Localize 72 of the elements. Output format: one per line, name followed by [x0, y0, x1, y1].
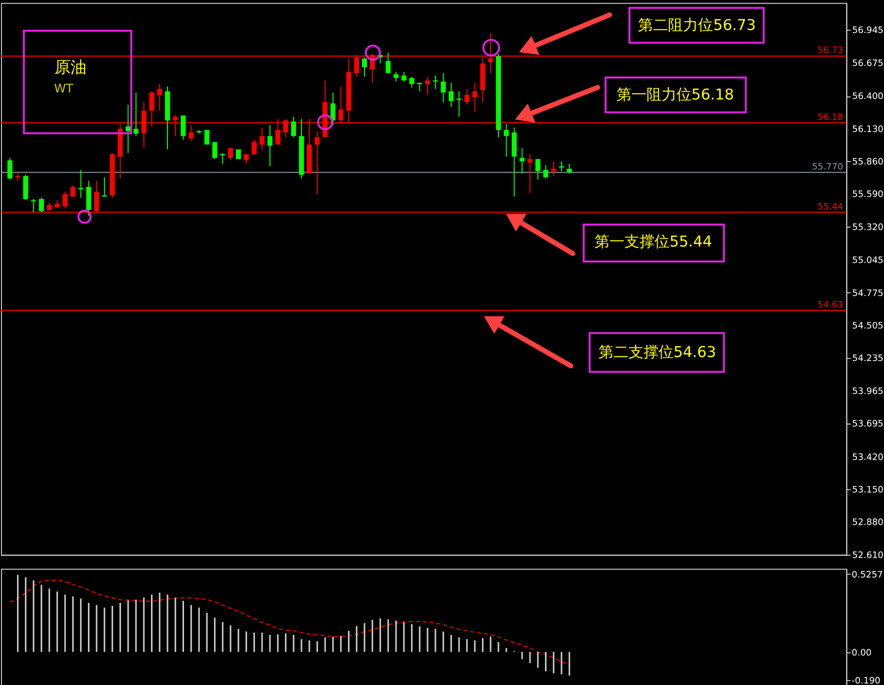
- candlestick: [134, 92, 138, 137]
- candlestick: [244, 154, 249, 164]
- candlestick: [440, 72, 446, 103]
- candlestick: [7, 157, 12, 180]
- candlestick: [38, 197, 44, 213]
- y-tick-label: 55.860: [852, 157, 884, 168]
- candlestick: [401, 71, 406, 82]
- candlestick: [260, 127, 265, 150]
- y-tick-label: 55.590: [852, 190, 884, 200]
- ref-line-label: 55.770: [812, 162, 844, 172]
- y-tick-label: 56.400: [852, 92, 884, 102]
- candlestick: [394, 71, 399, 82]
- ref-line-label: 55.44: [818, 202, 844, 212]
- candlestick: [409, 76, 414, 88]
- candlestick: [314, 130, 320, 195]
- y-tick-label: 53.150: [852, 485, 884, 496]
- candlestick: [204, 130, 210, 146]
- ref-line-label: 54.63: [818, 300, 844, 310]
- candlestick: [220, 152, 226, 164]
- annotation: 第二支撑位54.63: [598, 342, 716, 361]
- y-tick-label: 56.945: [852, 26, 884, 36]
- candlestick: [386, 52, 391, 74]
- candlestick: [180, 114, 186, 140]
- y-tick-label: -0.190: [852, 676, 881, 685]
- candlestick: [31, 198, 36, 213]
- candlestick: [291, 116, 296, 138]
- candlestick: [23, 174, 28, 201]
- candlestick: [86, 180, 92, 216]
- y-tick-label: 52.610: [852, 550, 884, 561]
- candlestick: [330, 92, 336, 126]
- candlestick: [78, 169, 84, 198]
- y-tick-label: 54.235: [852, 354, 884, 364]
- candlestick: [504, 123, 509, 158]
- candlestick: [267, 124, 272, 167]
- candlestick: [425, 76, 430, 96]
- y-tick-label: 0.5257: [852, 570, 883, 580]
- candlestick: [212, 142, 218, 160]
- y-tick-label: 54.505: [852, 321, 884, 332]
- candlestick: [464, 88, 470, 106]
- candlestick: [188, 124, 194, 142]
- candlestick: [528, 154, 532, 194]
- candlestick: [157, 84, 162, 112]
- candlestick: [228, 148, 234, 161]
- annotation: 原油: [54, 58, 87, 77]
- candlestick: [535, 158, 540, 180]
- y-tick-label: 53.965: [852, 386, 884, 397]
- y-tick-label: 56.130: [852, 124, 884, 135]
- annotation: 第一支撑位55.44: [594, 232, 712, 251]
- ref-line-label: 56.18: [818, 112, 844, 123]
- y-tick-label: 53.420: [852, 452, 884, 463]
- candlestick: [448, 82, 454, 108]
- annotation: WT: [54, 81, 74, 96]
- y-tick-label: 55.045: [852, 256, 884, 266]
- candlestick: [566, 163, 572, 174]
- y-tick-label: 56.675: [852, 58, 884, 69]
- ref-line-label: 56.73: [818, 46, 844, 56]
- candlestick: [472, 82, 478, 112]
- y-tick-label: 52.880: [852, 518, 884, 528]
- candlestick: [520, 148, 525, 174]
- candlestick: [456, 90, 462, 118]
- y-tick-label: 0.00: [852, 648, 872, 658]
- y-tick-label: 54.775: [852, 288, 884, 299]
- candlestick: [362, 56, 367, 78]
- annotation: 第二阻力位56.73: [638, 16, 756, 34]
- candlestick: [252, 139, 257, 156]
- candlestick: [126, 104, 131, 154]
- candlestick: [62, 191, 68, 210]
- candlestick: [551, 160, 556, 176]
- y-tick-label: 53.695: [852, 419, 884, 430]
- annotation: 第一阻力位56.18: [616, 85, 734, 104]
- y-tick-label: 55.320: [852, 222, 884, 233]
- candlestick: [488, 32, 494, 74]
